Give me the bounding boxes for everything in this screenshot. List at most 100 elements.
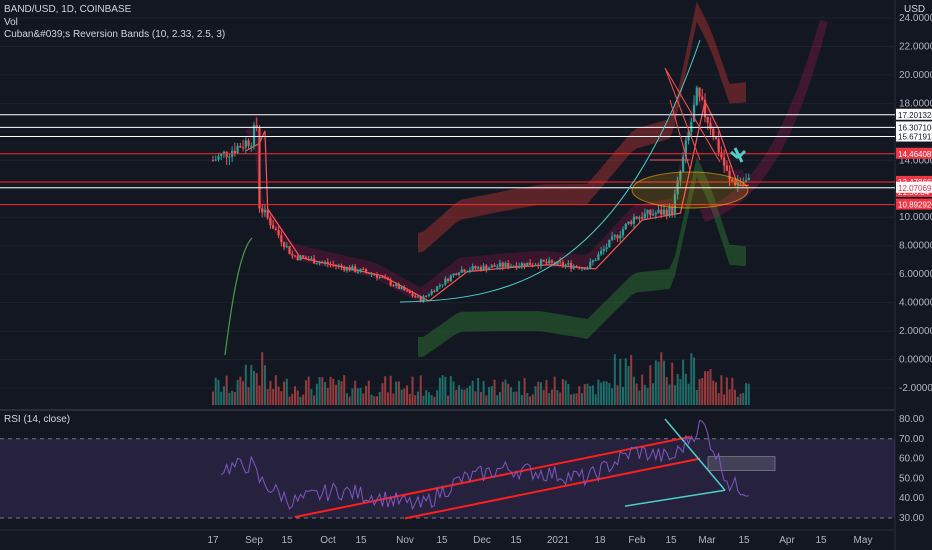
candle-body (660, 209, 663, 215)
volume-bar (384, 376, 387, 405)
time-tick-label: 15 (510, 535, 522, 546)
volume-bar (564, 380, 567, 405)
symbol-title[interactable]: BAND/USD, 1D, COINBASE (4, 4, 132, 15)
candle-body (487, 267, 491, 270)
candle-body (364, 269, 368, 273)
volume-bar (616, 385, 619, 405)
volume-bar (608, 382, 611, 405)
candle-body (375, 274, 379, 278)
volume-bar (679, 379, 682, 405)
candle-body (299, 255, 302, 261)
volume-bar (488, 387, 491, 405)
volume-bar (326, 387, 329, 405)
volume-bar (682, 359, 685, 405)
price-tick-label: 8.00000000 (899, 241, 932, 252)
volume-bar (348, 396, 351, 405)
candle-body (583, 267, 586, 270)
rsi-legend[interactable]: RSI (14, close) (4, 414, 71, 425)
time-tick-label: May (854, 535, 873, 546)
rsi-tick-label: 50.00 (899, 473, 924, 484)
volume-bar (734, 389, 737, 405)
rsi-resistance-line (664, 418, 726, 491)
candle-body (236, 145, 239, 153)
candle-body (302, 255, 305, 258)
volume-bar (381, 383, 384, 405)
candle-body (712, 128, 715, 138)
candle-body (736, 181, 739, 186)
horizontal-levels[interactable] (0, 114, 895, 206)
volume-bar (624, 358, 627, 405)
volume-bar (731, 377, 734, 405)
volume-bar (605, 381, 608, 405)
volume-bar (479, 392, 482, 405)
mean-band (245, 89, 747, 302)
time-tick-label: 15 (436, 535, 448, 546)
volume-bar (671, 362, 674, 405)
volume-bar (244, 364, 247, 405)
candle-body (384, 277, 387, 279)
candle-body (714, 137, 718, 140)
volume-bar (709, 369, 712, 405)
candle-body (315, 263, 318, 265)
price-label-tag (896, 175, 932, 187)
candle-body (386, 278, 390, 281)
volume-bar (315, 383, 318, 405)
vol-legend[interactable]: Vol (4, 17, 18, 28)
volume-bar (600, 382, 603, 405)
volume-bar (717, 393, 720, 405)
candle-body (247, 140, 250, 147)
candle-body (269, 217, 272, 226)
time-tick-label: 15 (738, 535, 750, 546)
volume-bar (269, 380, 272, 405)
candle-body (400, 286, 403, 289)
volume-bar (736, 396, 739, 405)
volume-bar (575, 393, 578, 405)
price-label-text: 10.89292672 (898, 201, 932, 210)
volume-bar (714, 382, 717, 405)
candle-body (720, 152, 723, 158)
candle-body (321, 262, 324, 264)
volume-bar (742, 392, 745, 405)
time-tick-label: 17 (207, 535, 219, 546)
candle-body (479, 267, 482, 271)
volume-bar (422, 395, 425, 405)
price-label-text: 15.67191551 (898, 133, 932, 142)
candle-body (684, 140, 687, 157)
candle-body (709, 122, 712, 129)
volume-bar (643, 384, 646, 405)
volume-bar (359, 387, 362, 405)
candle-body (531, 264, 534, 266)
candle-body (261, 208, 264, 213)
candle-body (422, 296, 425, 302)
candle-body (370, 273, 373, 275)
volume-bar (296, 390, 299, 405)
candle-body (389, 280, 392, 286)
volume-bar (340, 381, 343, 405)
volume-bar (496, 395, 499, 405)
candle-body (662, 209, 666, 215)
candle-body (682, 156, 685, 172)
volume-bar (567, 383, 570, 405)
candle-body (452, 273, 455, 276)
volume-bar (433, 396, 436, 405)
candle-body (657, 209, 660, 214)
volume-bar (354, 380, 357, 405)
candle-body (542, 259, 545, 262)
volume-bar (660, 352, 663, 405)
candle-body (641, 217, 644, 219)
indicator-legend[interactable]: Cuban&#039;s Reversion Bands (10, 2.33, … (4, 29, 226, 40)
candle-body (225, 151, 228, 158)
volume-bar (272, 389, 275, 405)
volume-bar (583, 384, 586, 405)
candle-body (643, 213, 646, 219)
volume-bar (392, 393, 395, 405)
volume-bar (589, 385, 592, 405)
candle-body (725, 165, 728, 171)
time-axis[interactable]: 17 Sep 15 Oct 15 Nov 15 Dec 15 2021 18 Feb 15 Mar 15 Ap… (207, 535, 872, 546)
candle-body (466, 271, 469, 273)
rsi-tick-label: 60.00 (899, 454, 924, 465)
candle-body (575, 265, 578, 267)
candle-body (408, 290, 411, 294)
candle-body (340, 265, 343, 267)
